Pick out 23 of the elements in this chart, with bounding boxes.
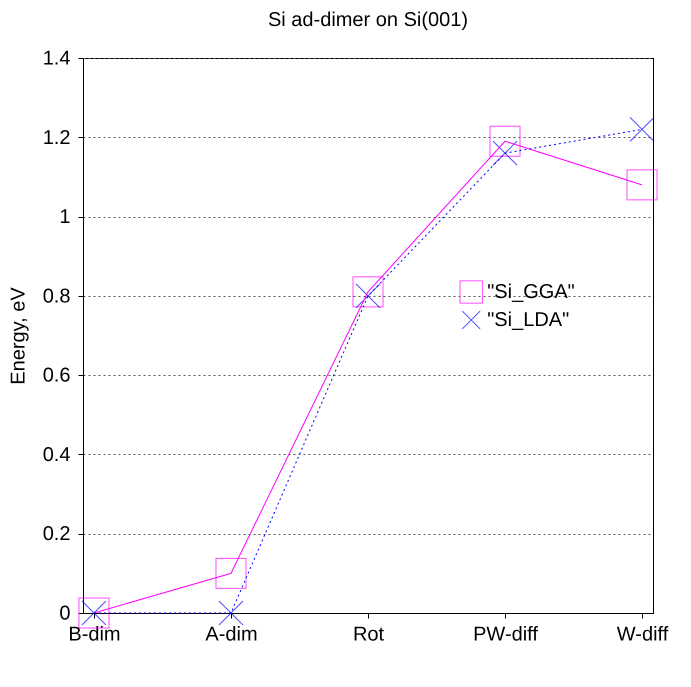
- point: [218, 600, 244, 626]
- y-tick-label: 1.4: [42, 48, 70, 70]
- point: [215, 558, 246, 589]
- x-tick-label: B-dim: [68, 624, 121, 646]
- x-tick-label: PW-diff: [473, 624, 538, 646]
- x-tick-label: Rot: [352, 624, 385, 646]
- x-tick-label: A-dim: [205, 624, 258, 646]
- y-tick-label: 0.2: [42, 523, 70, 546]
- point: [626, 169, 658, 200]
- legend-label: "Si_GGA": [487, 281, 575, 303]
- point: [630, 116, 655, 142]
- legend-label: "Si_LDA": [487, 309, 570, 331]
- y-tick-label: 0.8: [42, 285, 70, 308]
- y-tick-label: 0.6: [42, 364, 70, 387]
- y-tick-label: 0: [59, 602, 70, 624]
- y-axis-title: Energy, eV: [8, 286, 30, 385]
- y-tick-label: 1: [59, 206, 70, 228]
- y-tick-label: 0.4: [42, 444, 70, 466]
- y-tick-label: 1.2: [42, 126, 70, 149]
- point: [490, 126, 521, 157]
- x-tick-label: W-diff: [616, 624, 669, 646]
- chart-title: Si ad-dimer on Si(001): [268, 9, 468, 31]
- point: [352, 276, 384, 308]
